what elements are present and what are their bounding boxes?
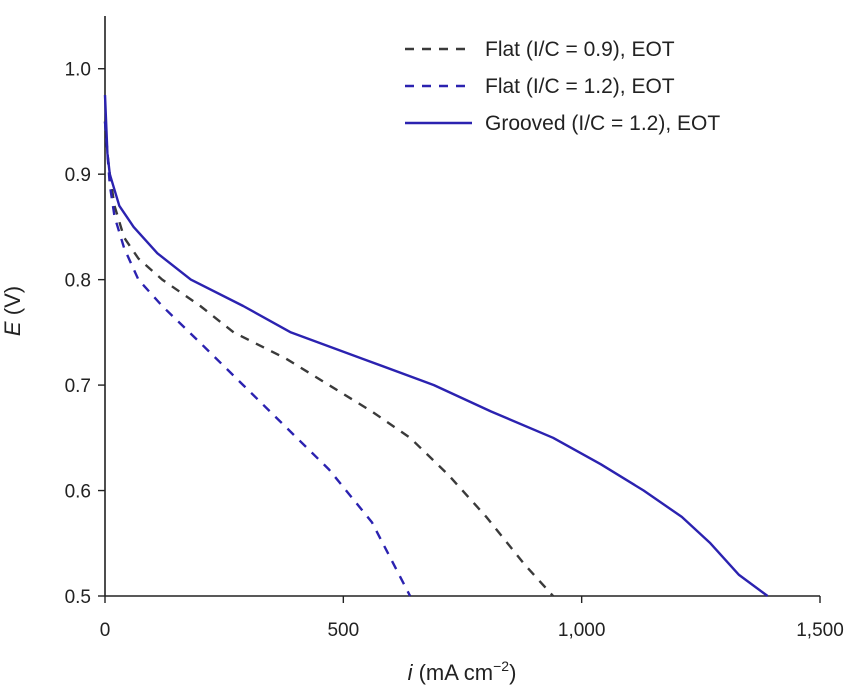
y-ticks: 0.5 0.6 0.7 0.8 0.9 1.0 (65, 60, 105, 608)
legend-label: Flat (I/C = 0.9), EOT (485, 38, 675, 61)
series-line-3 (103, 95, 769, 597)
y-axis-title-symbol: E (0, 321, 25, 336)
y-axis-title-text: (V) (0, 286, 25, 321)
series-line-2 (103, 121, 412, 597)
x-axis-title-close: ) (509, 660, 516, 685)
y-tick-label: 0.7 (65, 376, 91, 397)
x-axis-title-exponent: −2 (493, 658, 509, 674)
x-axis-title: i (mA cm−2) (408, 658, 517, 685)
y-tick-label: 0.9 (65, 165, 91, 186)
x-tick-label: 1,500 (796, 620, 844, 641)
y-tick-label: 0.8 (65, 271, 91, 292)
legend-label: Grooved (I/C = 1.2), EOT (485, 112, 720, 135)
y-tick-label: 0.5 (65, 587, 91, 608)
x-axis-title-symbol: i (408, 660, 414, 685)
plot-lines (103, 95, 769, 597)
x-ticks: 0 500 1,000 1,500 (100, 596, 844, 641)
y-tick-label: 0.6 (65, 482, 91, 503)
y-tick-label: 1.0 (65, 60, 91, 81)
legend-label: Flat (I/C = 1.2), EOT (485, 75, 675, 98)
legend: Flat (I/C = 0.9), EOT Flat (I/C = 1.2), E… (405, 38, 720, 135)
y-axis-title: E (V) (0, 286, 25, 336)
x-tick-label: 1,000 (558, 620, 606, 641)
x-tick-label: 500 (327, 620, 359, 641)
x-tick-label: 0 (100, 620, 111, 641)
series-line-1 (103, 121, 554, 597)
x-axis-title-text: (mA cm (412, 660, 493, 685)
